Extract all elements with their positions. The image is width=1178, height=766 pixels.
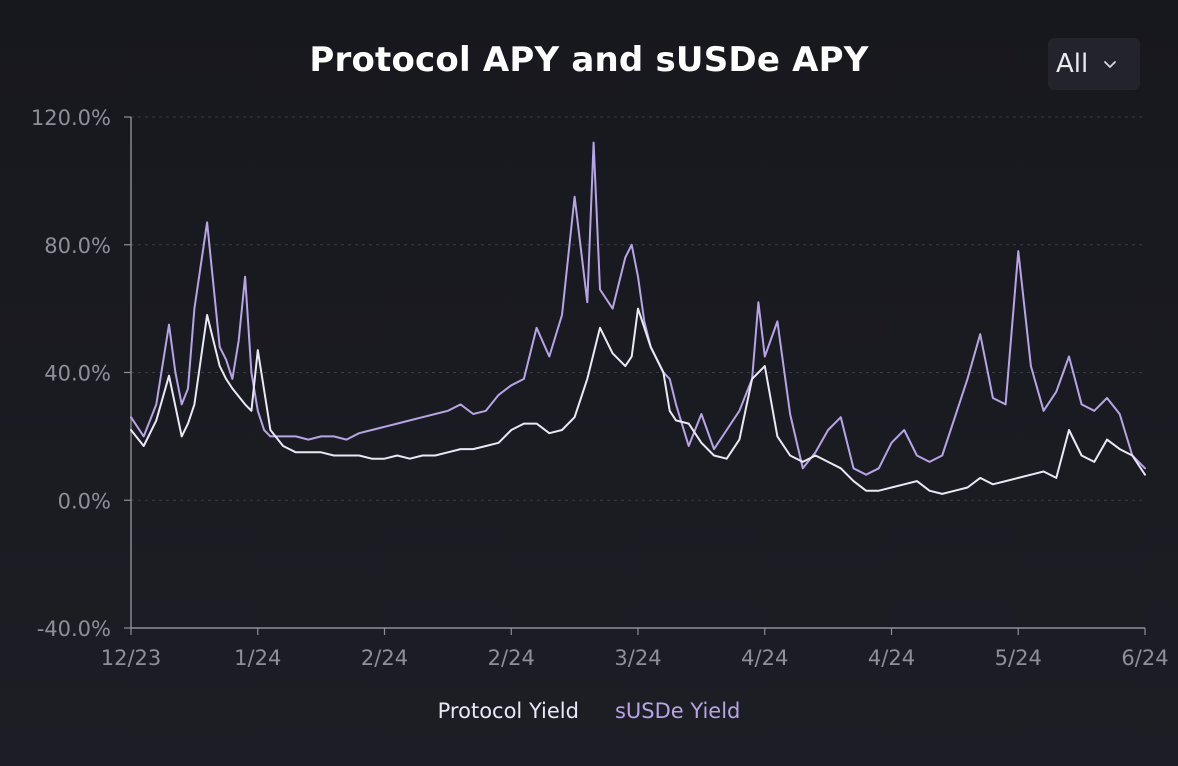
legend-item-protocol-yield[interactable]: Protocol Yield — [437, 699, 579, 723]
x-tick-label: 6/24 — [1121, 646, 1168, 670]
legend-item-susde-yield[interactable]: sUSDe Yield — [614, 699, 741, 723]
x-tick-label: 5/24 — [995, 646, 1042, 670]
x-ticks: 12/23 1/24 2/24 2/24 3/24 4/24 4/24 5/24 6/24 — [101, 628, 1169, 670]
grid-lines — [131, 116, 1145, 501]
series-lines — [130, 141, 1146, 495]
y-ticks: 120.0% 80.0% 40.0% 0.0% -40.0% — [31, 106, 131, 641]
y-tick-label: 80.0% — [44, 234, 111, 258]
chart-legend: Protocol Yield sUSDe Yield — [0, 699, 1178, 723]
x-tick-label: 4/24 — [868, 646, 915, 670]
range-select[interactable]: All — [1048, 38, 1140, 90]
y-tick-label: 40.0% — [44, 362, 111, 386]
range-select-value: All — [1056, 49, 1089, 79]
line-chart: 120.0% 80.0% 40.0% 0.0% -40.0% 12/23 1/24 2/24… — [31, 106, 1169, 670]
chart-title: Protocol APY and sUSDe APY — [309, 40, 869, 80]
x-tick-label: 2/24 — [361, 646, 408, 670]
x-tick-label: 4/24 — [741, 646, 788, 670]
series-line-susde-yield[interactable] — [130, 141, 1146, 476]
x-tick-label: 2/24 — [488, 646, 535, 670]
series-line-protocol-yield[interactable] — [130, 307, 1146, 495]
x-tick-label: 12/23 — [101, 646, 162, 670]
y-tick-label: -40.0% — [37, 617, 111, 641]
x-tick-label: 3/24 — [614, 646, 661, 670]
chevron-down-icon — [1102, 56, 1118, 72]
x-tick-label: 1/24 — [234, 646, 281, 670]
y-tick-label: 120.0% — [31, 106, 111, 130]
y-tick-label: 0.0% — [58, 489, 111, 513]
